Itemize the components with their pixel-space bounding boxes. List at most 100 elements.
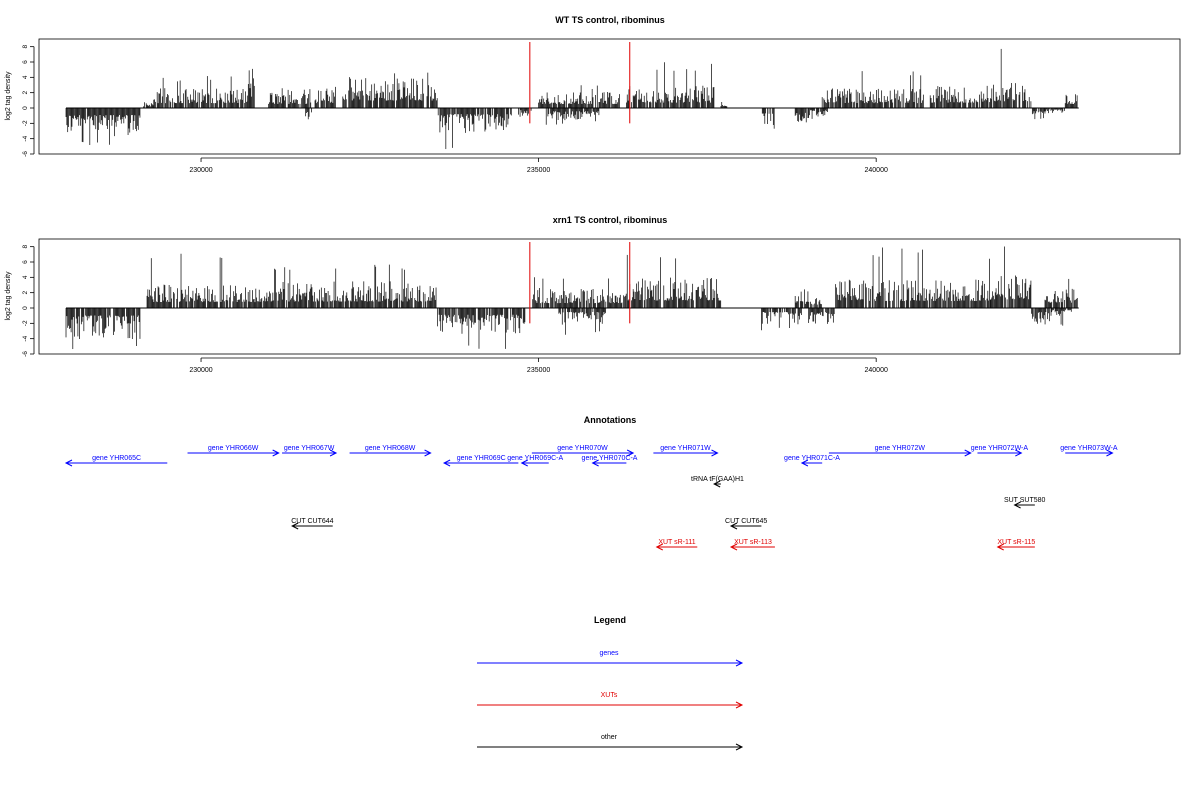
- feature-label: XUT sR-115: [997, 539, 1035, 546]
- axes: 8 6 4 2 0 -2 -4 -6 230000 235000 240000: [22, 45, 888, 174]
- legend-label: genes: [599, 650, 619, 657]
- y-tick-label: 2: [22, 291, 29, 295]
- feature-arrows: gene YHR065C gene YHR066W gene YHR067W gene…: [64, 445, 1118, 551]
- feature-label: gene YHR073W-A: [1060, 445, 1118, 452]
- feature: XUT sR-115: [996, 539, 1035, 551]
- feature-arrow-head: [735, 743, 744, 751]
- feature-arrow-head: [713, 480, 721, 488]
- legend-item: other: [477, 734, 744, 751]
- y-tick-label: 8: [22, 45, 29, 49]
- feature-label: CUT CUT645: [725, 518, 767, 525]
- y-tick-label: 2: [22, 91, 29, 95]
- feature: gene YHR072W-A: [971, 445, 1028, 457]
- feature-arrow-head: [626, 449, 635, 457]
- axes: 8 6 4 2 0 -2 -4 -6 230000 235000 240000: [22, 245, 888, 374]
- y-tick-label: 0: [22, 106, 29, 110]
- feature-label: gene YHR069C: [457, 455, 506, 462]
- feature: SUT SUT580: [1004, 497, 1046, 509]
- y-axis-label: log2 tag density: [5, 71, 12, 121]
- y-tick-label: -4: [22, 135, 29, 141]
- feature-arrow-head: [735, 701, 744, 709]
- feature-arrow-head: [655, 543, 663, 551]
- y-tick-label: 6: [22, 260, 29, 264]
- legend-item: XUTs: [477, 692, 744, 709]
- x-tick-label: 235000: [527, 367, 550, 374]
- feature: gene YHR071C-A: [784, 455, 840, 467]
- y-axis-label: log2 tag density: [5, 271, 12, 321]
- feature-arrow-head: [729, 543, 738, 551]
- y-tick-label: -2: [22, 120, 29, 126]
- feature-arrow-head: [1106, 449, 1114, 457]
- feature-arrow-head: [800, 459, 809, 467]
- feature-arrow-head: [964, 449, 972, 457]
- plot-frame: [38, 38, 1181, 155]
- annotations-title: Annotations: [584, 415, 637, 425]
- feature: gene YHR069C-A: [507, 455, 563, 467]
- feature-label: SUT SUT580: [1004, 497, 1046, 504]
- feature-arrow-head: [1015, 449, 1023, 457]
- x-tick-label: 235000: [527, 167, 550, 174]
- feature-label: gene YHR069C-A: [507, 455, 563, 462]
- feature: gene YHR066W: [187, 445, 280, 457]
- feature-label: gene YHR070C-A: [582, 455, 638, 462]
- y-tick-label: -6: [22, 151, 29, 157]
- wt-coverage-panel: WT TS control, ribominus log2 tag densit…: [5, 15, 1181, 174]
- coverage-bars: [65, 246, 1079, 350]
- feature: gene YHR068W: [349, 445, 432, 457]
- feature-label: gene YHR071C-A: [784, 455, 840, 462]
- feature-arrow-head: [442, 459, 451, 467]
- legend-label: other: [601, 734, 618, 741]
- feature: gene YHR072W: [828, 445, 972, 457]
- feature-label: gene YHR067W: [284, 445, 335, 452]
- feature-arrow-head: [272, 449, 280, 457]
- feature-label: XUT sR-111: [658, 539, 695, 546]
- feature-arrow-head: [64, 459, 73, 467]
- x-tick-label: 230000: [189, 167, 212, 174]
- y-tick-label: 4: [22, 75, 29, 79]
- feature-arrow-head: [996, 543, 1004, 551]
- x-tick-label: 240000: [865, 367, 888, 374]
- feature: gene YHR073W-A: [1060, 445, 1118, 457]
- feature: XUT sR-111: [655, 539, 698, 551]
- feature-arrow-head: [735, 659, 744, 667]
- feature: gene YHR069C: [442, 455, 519, 467]
- legend-items: genes XUTs other: [477, 650, 744, 751]
- panel-title: WT TS control, ribominus: [555, 15, 665, 25]
- y-tick-label: -6: [22, 351, 29, 357]
- y-tick-label: 8: [22, 245, 29, 249]
- plot-frame: [38, 238, 1181, 355]
- legend: Legend genes XUTs other: [477, 615, 744, 751]
- feature-arrow-head: [329, 449, 338, 457]
- feature-label: gene YHR071W: [660, 445, 711, 452]
- feature-arrow-head: [291, 522, 299, 530]
- feature: tRNA tF(GAA)H1: [691, 476, 744, 488]
- feature-label: gene YHR066W: [208, 445, 259, 452]
- feature-label: gene YHR068W: [365, 445, 416, 452]
- feature-arrow-head: [1013, 501, 1021, 509]
- feature-label: gene YHR072W: [875, 445, 926, 452]
- y-tick-label: 0: [22, 306, 29, 310]
- feature: XUT sR-113: [729, 539, 775, 551]
- feature: CUT CUT644: [291, 518, 334, 530]
- feature: gene YHR070C-A: [582, 455, 638, 467]
- feature-label: CUT CUT644: [291, 518, 333, 525]
- feature: gene YHR071W: [653, 445, 719, 457]
- panel-title: xrn1 TS control, ribominus: [553, 215, 668, 225]
- feature-arrow-head: [520, 459, 528, 467]
- feature-label: gene YHR065C: [92, 455, 141, 462]
- feature-arrow-head: [711, 449, 719, 457]
- feature: CUT CUT645: [725, 518, 767, 530]
- feature-label: XUT sR-113: [734, 539, 772, 546]
- y-tick-label: -4: [22, 335, 29, 341]
- feature-arrow-head: [591, 459, 599, 467]
- legend-item: genes: [477, 650, 744, 667]
- feature-arrow-head: [424, 449, 432, 457]
- y-tick-label: 4: [22, 275, 29, 279]
- feature: gene YHR070W: [531, 445, 635, 457]
- feature: gene YHR067W: [282, 445, 338, 457]
- y-tick-label: 6: [22, 60, 29, 64]
- xrn1-coverage-panel: xrn1 TS control, ribominus log2 tag dens…: [5, 215, 1181, 374]
